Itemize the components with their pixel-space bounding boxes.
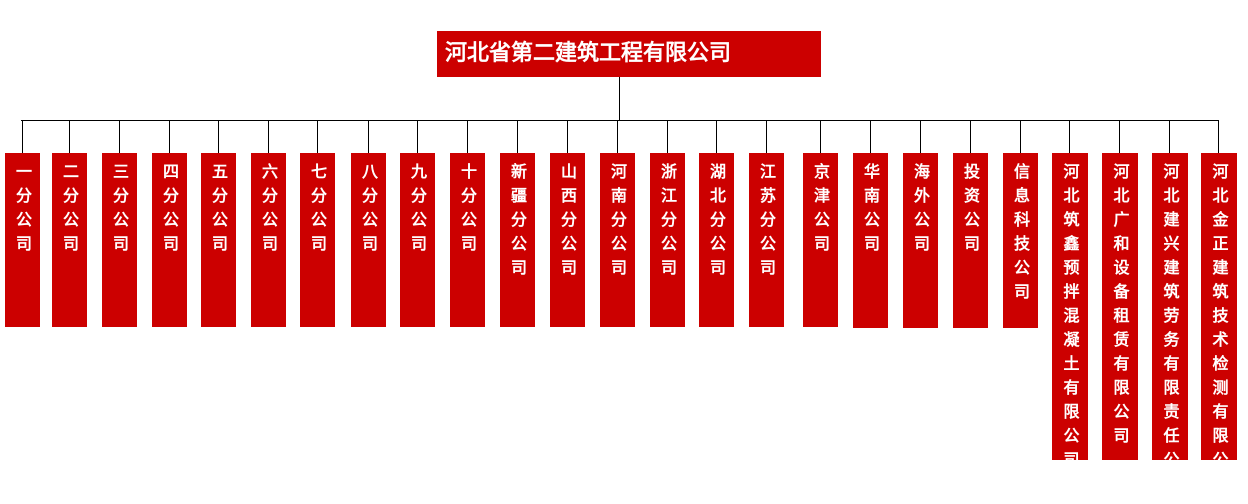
child-node: 投资公司: [953, 153, 988, 328]
child-connector: [1218, 120, 1219, 153]
child-node: 山西分公司: [550, 153, 585, 327]
child-node-label: 河北筑鑫预拌混凝土有限公司: [1060, 163, 1080, 475]
child-node-label: 京津公司: [811, 163, 830, 259]
child-node-label: 三分公司: [110, 163, 129, 259]
child-node-label: 河北金正建筑技术检测有限公司: [1209, 163, 1229, 499]
child-connector: [870, 120, 871, 153]
child-node-label: 浙江分公司: [658, 163, 677, 283]
child-node: 新疆分公司: [500, 153, 535, 327]
child-connector: [317, 120, 318, 153]
root-connector-vertical: [619, 77, 620, 121]
child-node-label: 四分公司: [160, 163, 179, 259]
child-node: 江苏分公司: [749, 153, 784, 327]
child-node: 京津公司: [803, 153, 838, 327]
child-node: 九分公司: [400, 153, 435, 327]
child-node: 八分公司: [351, 153, 386, 327]
child-node-label: 八分公司: [359, 163, 378, 259]
child-node: 河北筑鑫预拌混凝土有限公司: [1052, 153, 1088, 475]
child-connector: [920, 120, 921, 153]
child-connector: [417, 120, 418, 153]
child-node-label: 六分公司: [259, 163, 278, 259]
child-node-label: 七分公司: [308, 163, 327, 259]
child-connector: [119, 120, 120, 153]
child-node: 六分公司: [251, 153, 286, 327]
child-node: 河南分公司: [600, 153, 635, 327]
child-node: 河北建兴建筑劳务有限责任公司: [1152, 153, 1188, 499]
child-node: 五分公司: [201, 153, 236, 327]
child-connector: [1020, 120, 1021, 153]
child-node: 湖北分公司: [699, 153, 734, 327]
child-connector: [716, 120, 717, 153]
child-node: 十分公司: [450, 153, 485, 327]
child-connector: [169, 120, 170, 153]
child-node-label: 海外公司: [911, 163, 930, 259]
child-node-label: 信息科技公司: [1011, 163, 1030, 307]
child-node: 四分公司: [152, 153, 187, 327]
child-node-label: 河南分公司: [608, 163, 627, 283]
child-node-label: 河北建兴建筑劳务有限责任公司: [1160, 163, 1180, 499]
child-connector: [467, 120, 468, 153]
child-node: 浙江分公司: [650, 153, 685, 327]
child-node: 一分公司: [5, 153, 40, 327]
child-connector: [368, 120, 369, 153]
child-connector: [218, 120, 219, 153]
child-connector: [766, 120, 767, 153]
child-node-label: 五分公司: [209, 163, 228, 259]
child-node-label: 江苏分公司: [757, 163, 776, 283]
child-node-label: 新疆分公司: [508, 163, 527, 283]
child-connector: [820, 120, 821, 153]
child-connector: [567, 120, 568, 153]
child-node-label: 二分公司: [60, 163, 79, 259]
child-node-label: 华南公司: [861, 163, 880, 259]
child-connector: [1169, 120, 1170, 153]
child-node: 华南公司: [853, 153, 888, 328]
child-connector: [1119, 120, 1120, 153]
child-node: 七分公司: [300, 153, 335, 327]
child-connector: [970, 120, 971, 153]
child-connector: [268, 120, 269, 153]
child-node: 河北金正建筑技术检测有限公司: [1201, 153, 1237, 499]
child-connector: [517, 120, 518, 153]
child-connector: [1069, 120, 1070, 153]
branch-connector-horizontal: [21, 120, 1219, 121]
child-node-label: 山西分公司: [558, 163, 577, 283]
child-node-label: 九分公司: [408, 163, 427, 259]
child-node-label: 一分公司: [13, 163, 32, 259]
child-connector: [69, 120, 70, 153]
child-node: 二分公司: [52, 153, 87, 327]
root-node-parent-company: 河北省第二建筑工程有限公司: [437, 31, 821, 77]
child-node: 海外公司: [903, 153, 938, 328]
child-connector: [617, 120, 618, 153]
child-node: 信息科技公司: [1003, 153, 1038, 328]
child-node-label: 投资公司: [961, 163, 980, 259]
child-node: 河北广和设备租赁有限公司: [1102, 153, 1138, 460]
child-node-label: 河北广和设备租赁有限公司: [1110, 163, 1130, 451]
child-node-label: 十分公司: [458, 163, 477, 259]
child-node-label: 湖北分公司: [707, 163, 726, 283]
child-node: 三分公司: [102, 153, 137, 327]
child-connector: [667, 120, 668, 153]
child-connector: [22, 120, 23, 153]
